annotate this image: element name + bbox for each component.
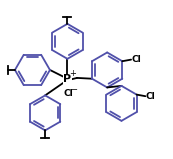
Text: Cl: Cl <box>146 92 155 101</box>
Text: −: − <box>71 85 78 94</box>
Text: Cl: Cl <box>131 55 141 64</box>
Text: P: P <box>63 75 71 84</box>
Text: +: + <box>70 69 76 78</box>
Text: Cl: Cl <box>63 89 73 97</box>
